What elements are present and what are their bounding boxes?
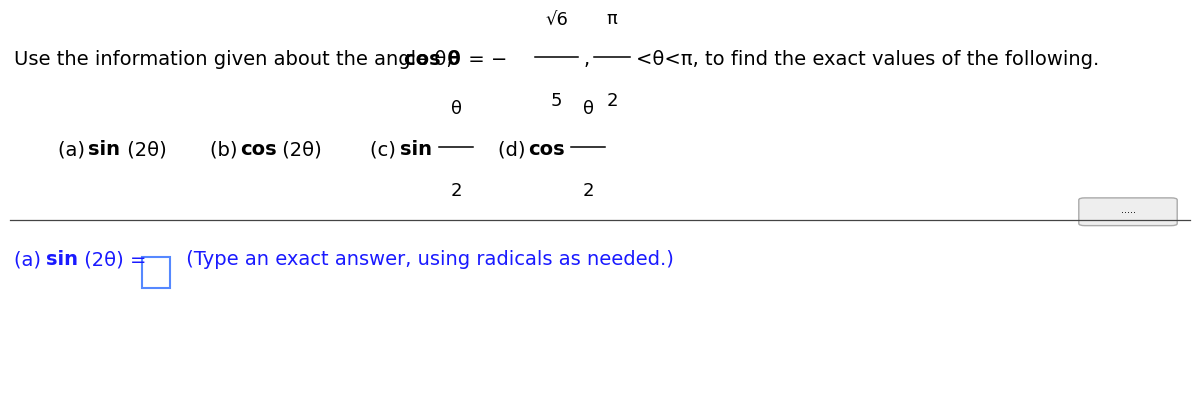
Text: (2θ): (2θ): [121, 140, 167, 159]
Text: sin: sin: [400, 140, 432, 159]
Text: sin: sin: [88, 140, 120, 159]
Text: (Type an exact answer, using radicals as needed.): (Type an exact answer, using radicals as…: [180, 250, 674, 269]
Text: π: π: [607, 11, 617, 29]
Text: cos θ: cos θ: [404, 50, 461, 69]
Text: = −: = −: [462, 50, 508, 69]
Text: (b): (b): [210, 140, 244, 159]
Text: √6: √6: [545, 11, 569, 29]
Text: .....: .....: [1121, 205, 1135, 215]
Text: 2: 2: [582, 182, 594, 200]
Text: θ: θ: [450, 100, 462, 118]
Text: 2: 2: [606, 92, 618, 110]
Text: 5: 5: [551, 92, 563, 110]
Text: ,: ,: [583, 50, 589, 69]
Text: (c): (c): [370, 140, 402, 159]
Text: (a): (a): [14, 250, 48, 269]
FancyBboxPatch shape: [142, 257, 170, 288]
Text: Use the information given about the angle θ,: Use the information given about the angl…: [14, 50, 460, 69]
FancyBboxPatch shape: [1079, 198, 1177, 226]
Text: (2θ) =: (2θ) =: [78, 250, 146, 269]
Text: (2θ): (2θ): [276, 140, 322, 159]
Text: <θ<π, to find the exact values of the following.: <θ<π, to find the exact values of the fo…: [636, 50, 1099, 69]
Text: cos: cos: [528, 140, 565, 159]
Text: 2: 2: [450, 182, 462, 200]
Text: θ: θ: [582, 100, 594, 118]
Text: cos: cos: [240, 140, 277, 159]
Text: (d): (d): [498, 140, 532, 159]
Text: (a): (a): [58, 140, 91, 159]
Text: sin: sin: [46, 250, 78, 269]
